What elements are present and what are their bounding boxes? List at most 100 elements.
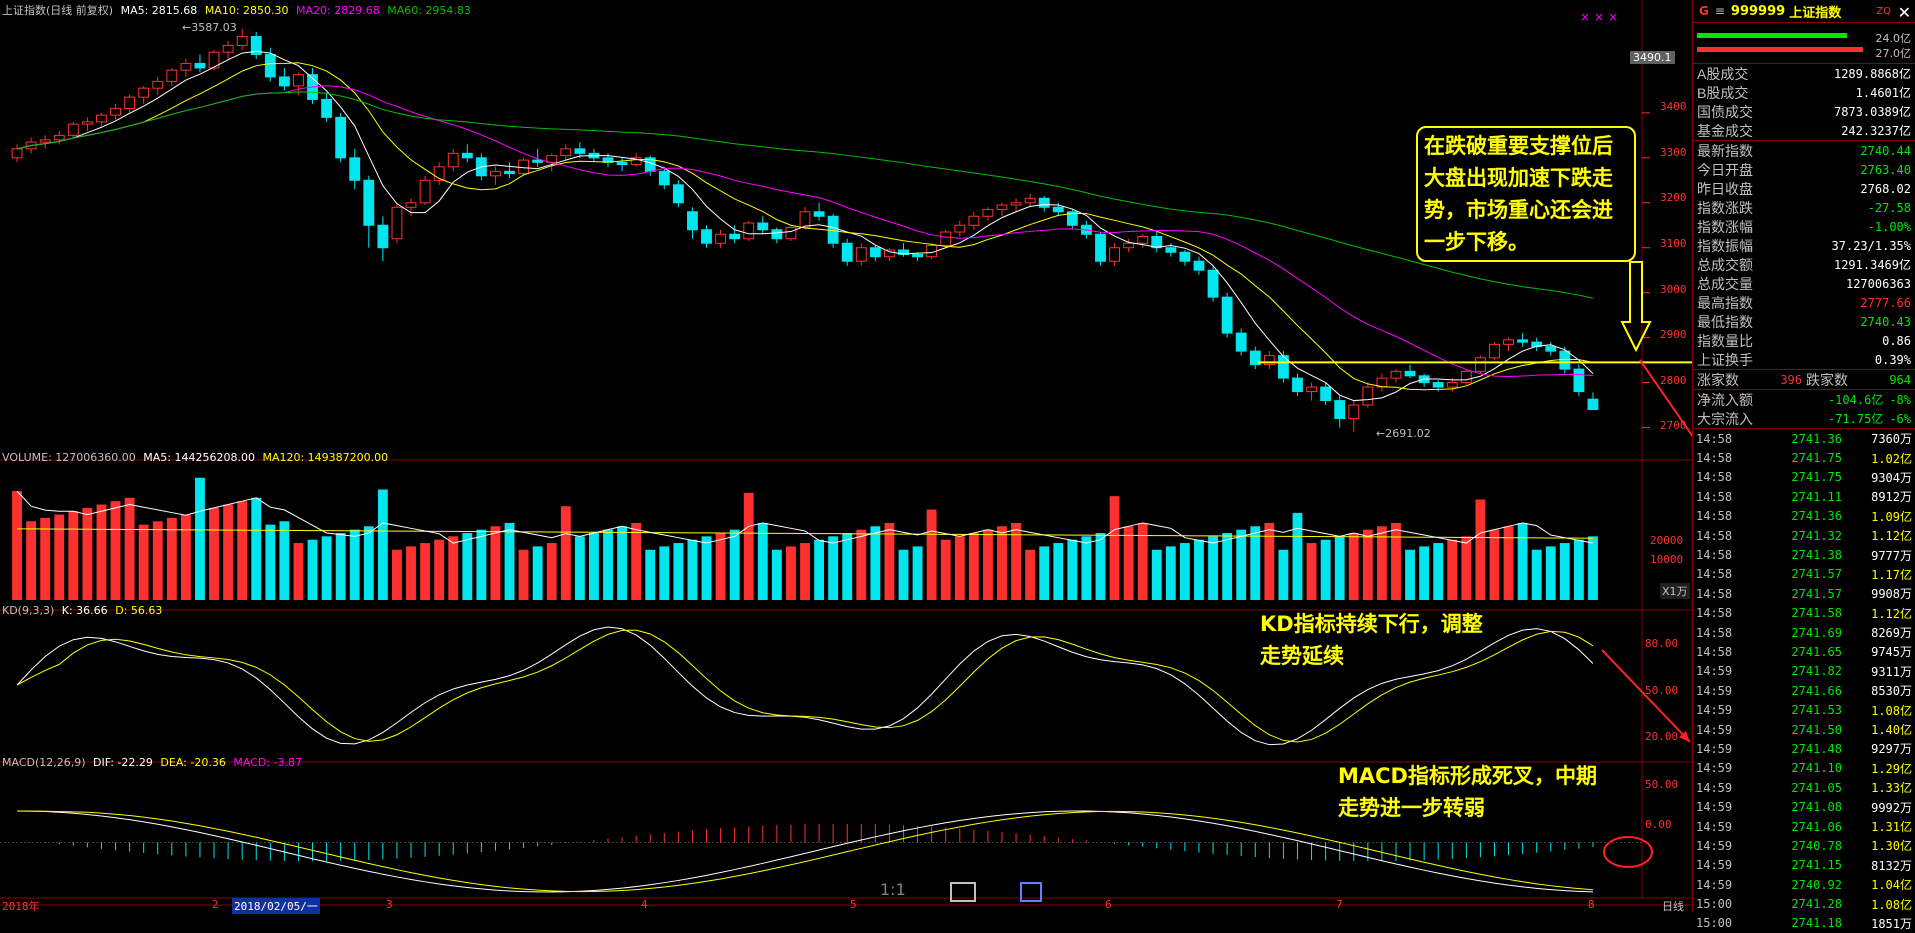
candle-body: [799, 211, 811, 229]
tick-time: 14:58: [1696, 528, 1733, 543]
tick-volume: 7360万: [1871, 432, 1912, 447]
volume-bar: [715, 533, 726, 600]
candle-body: [349, 157, 361, 181]
candle-body: [715, 233, 727, 244]
volume-bar: [209, 507, 219, 600]
candle-body: [1517, 339, 1529, 343]
ma10-legend: MA10: 2850.30: [204, 4, 289, 17]
candle-body: [729, 233, 741, 240]
candle-body: [405, 202, 417, 208]
candle-body: [1193, 260, 1205, 271]
close-icon[interactable]: ✕: [1897, 3, 1911, 22]
volume-bar: [1531, 549, 1542, 600]
tick-row: 14:58 2741.11 8912万: [1693, 487, 1915, 506]
security-name: 上证指数: [1789, 5, 1842, 21]
volume-bar: [954, 536, 965, 600]
fund-flow: 净流入额 -104.6亿 -8% 大宗流入 -71.75亿 -6%: [1693, 390, 1915, 429]
candle-body: [701, 229, 712, 244]
volume-bar: [82, 507, 93, 600]
price-axis-label: 3400: [1660, 100, 1687, 113]
tick-row: 14:58 2741.36 1.09亿: [1693, 507, 1915, 526]
tick-volume: 1.12亿: [1871, 529, 1912, 544]
volume-bar: [1278, 549, 1289, 600]
tick-row: 14:59 2741.08 9992万: [1693, 797, 1915, 816]
volume-ratio-bars: 24.0亿 27.0亿: [1693, 23, 1915, 64]
tick-list[interactable]: 14:58 2741.36 7360万 14:58 2741.75 1.02亿 14:58 2…: [1693, 429, 1915, 933]
volume-bar: [138, 524, 149, 600]
tick-time: 14:58: [1696, 548, 1733, 563]
candle-body: [687, 211, 698, 231]
volume-bar: [898, 549, 909, 600]
volume-bar: [1137, 522, 1148, 600]
tick-price: 2741.11: [1791, 489, 1842, 504]
candle-body: [1137, 235, 1149, 244]
tick-time: 14:59: [1696, 858, 1733, 873]
stat-row: 基金成交 242.3237亿: [1693, 121, 1915, 140]
tick-row: 14:59 2741.82 9311万: [1693, 662, 1915, 681]
security-sub: ZQ: [1876, 5, 1891, 17]
tick-price: 2741.57: [1791, 567, 1842, 582]
main-legend: 上证指数(日线 前复权) MA5: 2815.68 MA10: 2850.30 …: [2, 2, 471, 18]
period-label[interactable]: 日线: [1662, 900, 1684, 913]
volume-bar: [110, 501, 121, 600]
x-axis-label: 2: [212, 898, 219, 911]
tick-volume: 1.40亿: [1871, 723, 1912, 738]
volume-bar: [997, 526, 1007, 600]
stat-label: 总成交额: [1697, 256, 1753, 273]
tick-price: 2741.75: [1791, 470, 1842, 485]
stat-value: 242.3237亿: [1841, 124, 1911, 138]
stat-value: 7873.0389亿: [1833, 105, 1911, 119]
candle-body: [841, 242, 853, 262]
advance-decline: 涨家数 396 跌家数 964: [1693, 370, 1915, 390]
tick-price: 2741.15: [1791, 858, 1842, 873]
volume-bar: [1517, 522, 1528, 600]
volume-bar: [462, 533, 473, 600]
candle-body: [1277, 355, 1289, 379]
volume-bar: [166, 517, 177, 600]
price-axis-label: 2800: [1660, 374, 1687, 387]
tick-volume: 9908万: [1871, 587, 1912, 602]
tick-price: 2741.08: [1791, 800, 1842, 815]
candle-body: [884, 249, 895, 258]
index-stats: 最新指数 2740.44 今日开盘 2763.40 昨日收盘 2768.02 指数涨跌 -27…: [1693, 141, 1915, 370]
candle-body: [377, 224, 389, 249]
tick-price: 2741.82: [1791, 664, 1842, 679]
volume-bar: [1053, 543, 1064, 600]
candle-body: [954, 224, 966, 233]
tick-row: 14:58 2741.65 9745万: [1693, 642, 1915, 661]
candle-body: [1010, 202, 1022, 206]
volume-bar: [1545, 546, 1556, 600]
volume-bar: [743, 492, 754, 600]
volume-bar: [251, 497, 262, 600]
volume-unit: X1万: [1660, 583, 1690, 599]
volume-bar: [828, 536, 839, 600]
death-cross-circle: [1603, 836, 1653, 868]
down-count-label: 跌家数: [1806, 371, 1848, 388]
stat-label: 最低指数: [1697, 313, 1753, 330]
menu-icon[interactable]: ≡: [1714, 4, 1725, 18]
kline-chart[interactable]: [0, 0, 1692, 912]
candle-body: [855, 247, 867, 262]
volume-bar: [363, 526, 374, 600]
volume-bar: [420, 543, 431, 600]
window-title: 上证指数(日线 前复权): [2, 4, 114, 17]
macd-dif-line: [17, 810, 1593, 893]
tick-time: 14:59: [1696, 683, 1733, 698]
group-label[interactable]: G: [1699, 4, 1709, 18]
candle-body: [968, 215, 980, 226]
fullscreen-icon[interactable]: [950, 882, 976, 902]
bar-top-value: 24.0亿: [1875, 32, 1912, 45]
window-icon[interactable]: [1020, 882, 1042, 902]
candle-body: [574, 148, 586, 154]
candle-body: [419, 179, 431, 204]
volume-bar: [1461, 536, 1472, 600]
stat-label: 最新指数: [1697, 142, 1753, 159]
volume-bar: [223, 504, 234, 600]
stat-value: 1.4601亿: [1855, 86, 1911, 100]
candle-body: [1306, 386, 1317, 393]
ratio-button[interactable]: 1:1: [880, 880, 906, 899]
candle-body: [1474, 357, 1486, 372]
volume-bar: [1222, 533, 1233, 600]
tick-price: 2741.57: [1791, 586, 1842, 601]
stat-value: 2740.44: [1860, 143, 1911, 158]
